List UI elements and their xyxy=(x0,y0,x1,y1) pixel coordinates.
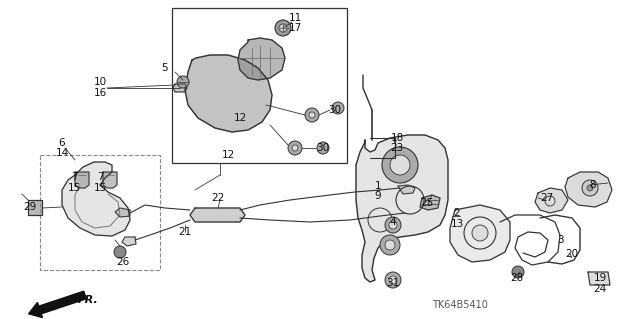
Text: 21: 21 xyxy=(179,227,191,237)
Text: 26: 26 xyxy=(116,257,130,267)
Polygon shape xyxy=(75,172,89,188)
Circle shape xyxy=(382,147,418,183)
Circle shape xyxy=(389,276,397,284)
Polygon shape xyxy=(173,84,187,92)
Polygon shape xyxy=(185,55,272,132)
Polygon shape xyxy=(450,205,510,262)
Circle shape xyxy=(587,185,593,191)
Text: 12: 12 xyxy=(234,113,246,123)
Text: 9: 9 xyxy=(374,191,381,201)
FancyArrow shape xyxy=(29,291,86,318)
Text: 8: 8 xyxy=(589,180,596,190)
Circle shape xyxy=(114,246,126,258)
Polygon shape xyxy=(565,172,612,207)
Circle shape xyxy=(279,24,287,32)
Circle shape xyxy=(292,145,298,151)
Text: 30: 30 xyxy=(316,143,330,153)
Circle shape xyxy=(309,112,315,118)
Polygon shape xyxy=(588,272,610,285)
Bar xyxy=(172,8,347,163)
Text: 15: 15 xyxy=(93,183,107,193)
Circle shape xyxy=(385,240,395,250)
Text: 17: 17 xyxy=(289,23,301,33)
Circle shape xyxy=(332,102,344,114)
Text: 24: 24 xyxy=(593,284,607,294)
Text: TK64B5410: TK64B5410 xyxy=(432,300,488,310)
Circle shape xyxy=(385,217,401,233)
Text: 13: 13 xyxy=(451,219,463,229)
Circle shape xyxy=(177,76,189,88)
Text: 25: 25 xyxy=(420,198,434,208)
Polygon shape xyxy=(103,172,117,188)
Circle shape xyxy=(380,235,400,255)
Polygon shape xyxy=(420,195,440,210)
Text: 18: 18 xyxy=(390,133,404,143)
Circle shape xyxy=(545,196,555,206)
Circle shape xyxy=(317,142,329,154)
Text: 5: 5 xyxy=(162,63,168,73)
Polygon shape xyxy=(356,135,448,282)
Text: 23: 23 xyxy=(390,143,404,153)
Text: 29: 29 xyxy=(24,202,36,212)
Text: 1: 1 xyxy=(374,181,381,191)
Polygon shape xyxy=(122,237,136,246)
Text: FR.: FR. xyxy=(78,295,99,305)
Circle shape xyxy=(582,180,598,196)
Text: 16: 16 xyxy=(93,88,107,98)
Text: 3: 3 xyxy=(557,235,563,245)
Text: 6: 6 xyxy=(59,138,65,148)
Text: 22: 22 xyxy=(211,193,225,203)
Polygon shape xyxy=(190,208,245,222)
Bar xyxy=(40,155,160,270)
Text: 19: 19 xyxy=(593,273,607,283)
Polygon shape xyxy=(115,208,130,217)
Circle shape xyxy=(390,155,410,175)
Circle shape xyxy=(385,272,401,288)
Text: 7: 7 xyxy=(97,172,103,182)
Circle shape xyxy=(288,141,302,155)
Text: 11: 11 xyxy=(289,13,301,23)
Text: 12: 12 xyxy=(221,150,235,160)
Text: 20: 20 xyxy=(565,249,579,259)
Text: 15: 15 xyxy=(67,183,81,193)
Text: 31: 31 xyxy=(387,278,399,288)
Circle shape xyxy=(472,225,488,241)
Polygon shape xyxy=(28,200,42,215)
Polygon shape xyxy=(238,38,285,80)
Text: 30: 30 xyxy=(328,105,342,115)
Text: 4: 4 xyxy=(390,217,396,227)
Circle shape xyxy=(389,221,397,229)
Text: 2: 2 xyxy=(454,208,460,218)
Polygon shape xyxy=(398,185,415,194)
Circle shape xyxy=(275,20,291,36)
Circle shape xyxy=(512,266,524,278)
Text: 27: 27 xyxy=(540,193,554,203)
Polygon shape xyxy=(62,162,130,236)
Text: 10: 10 xyxy=(93,77,107,87)
Text: 14: 14 xyxy=(56,148,68,158)
Text: 28: 28 xyxy=(510,273,524,283)
Polygon shape xyxy=(535,188,568,213)
Text: 7: 7 xyxy=(70,172,77,182)
Circle shape xyxy=(305,108,319,122)
